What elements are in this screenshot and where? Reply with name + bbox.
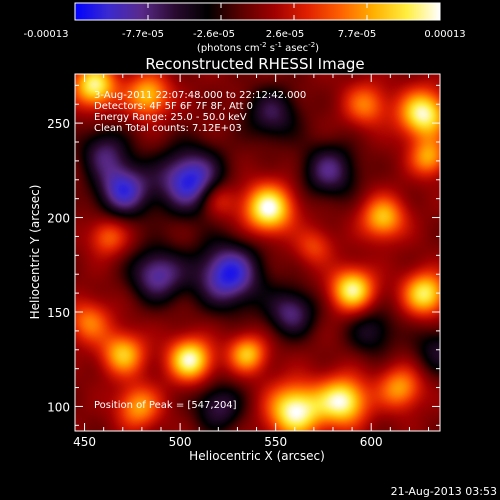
x-axis-label: Heliocentric X (arcsec) [189, 449, 325, 463]
colorbar-tick-3: 2.6e-05 [266, 29, 304, 40]
colorbar-units: (photons cm-2 s-1 asec-2) [197, 41, 319, 54]
footer-timestamp: 21-Aug-2013 03:53 [391, 485, 497, 498]
colorbar: -0.00013 -7.7e-05 -2.6e-05 2.6e-05 7.7e-… [24, 2, 466, 54]
annotation-time-range: 3-Aug-2011 22:07:48.000 to 22:12:42.000 [94, 90, 306, 101]
colorbar-tick-4: 7.7e-05 [338, 29, 376, 40]
y-tick-label: 250 [47, 117, 70, 131]
tick-labels: 450 500 550 600 100 150 200 250 [47, 117, 383, 449]
axis-ticks [75, 74, 440, 431]
y-axis-label: Heliocentric Y (arcsec) [28, 185, 42, 320]
y-tick-label: 100 [47, 400, 70, 414]
y-tick-label: 200 [47, 212, 70, 226]
x-tick-label: 600 [360, 435, 383, 449]
annotation-energy-range: Energy Range: 25.0 - 50.0 keV [94, 112, 247, 123]
x-tick-label: 550 [264, 435, 287, 449]
colorbar-tick-1: -7.7e-05 [122, 29, 164, 40]
plot-frame [74, 73, 441, 432]
colorbar-tick-5: 0.00013 [424, 29, 465, 40]
chart-title: Reconstructed RHESSI Image [145, 55, 364, 73]
colorbar-tick-2: -2.6e-05 [193, 29, 235, 40]
colorbar-tick-0: -0.00013 [24, 29, 69, 40]
annotation-detectors: Detectors: 4F 5F 6F 7F 8F, Att 0 [94, 101, 253, 112]
image-panel [74, 73, 441, 432]
x-tick-label: 450 [73, 435, 96, 449]
x-tick-label: 500 [169, 435, 192, 449]
y-tick-label: 150 [47, 306, 70, 320]
annotation-peak-position: Position of Peak = [547,204] [94, 400, 237, 411]
annotation-total-counts: Clean Total counts: 7.12E+03 [94, 123, 242, 134]
heatmap-image [75, 74, 440, 431]
colorbar-gradient [74, 2, 441, 21]
colorbar-ticks [147, 3, 368, 20]
plot-annotations: 3-Aug-2011 22:07:48.000 to 22:12:42.000 … [94, 90, 306, 411]
